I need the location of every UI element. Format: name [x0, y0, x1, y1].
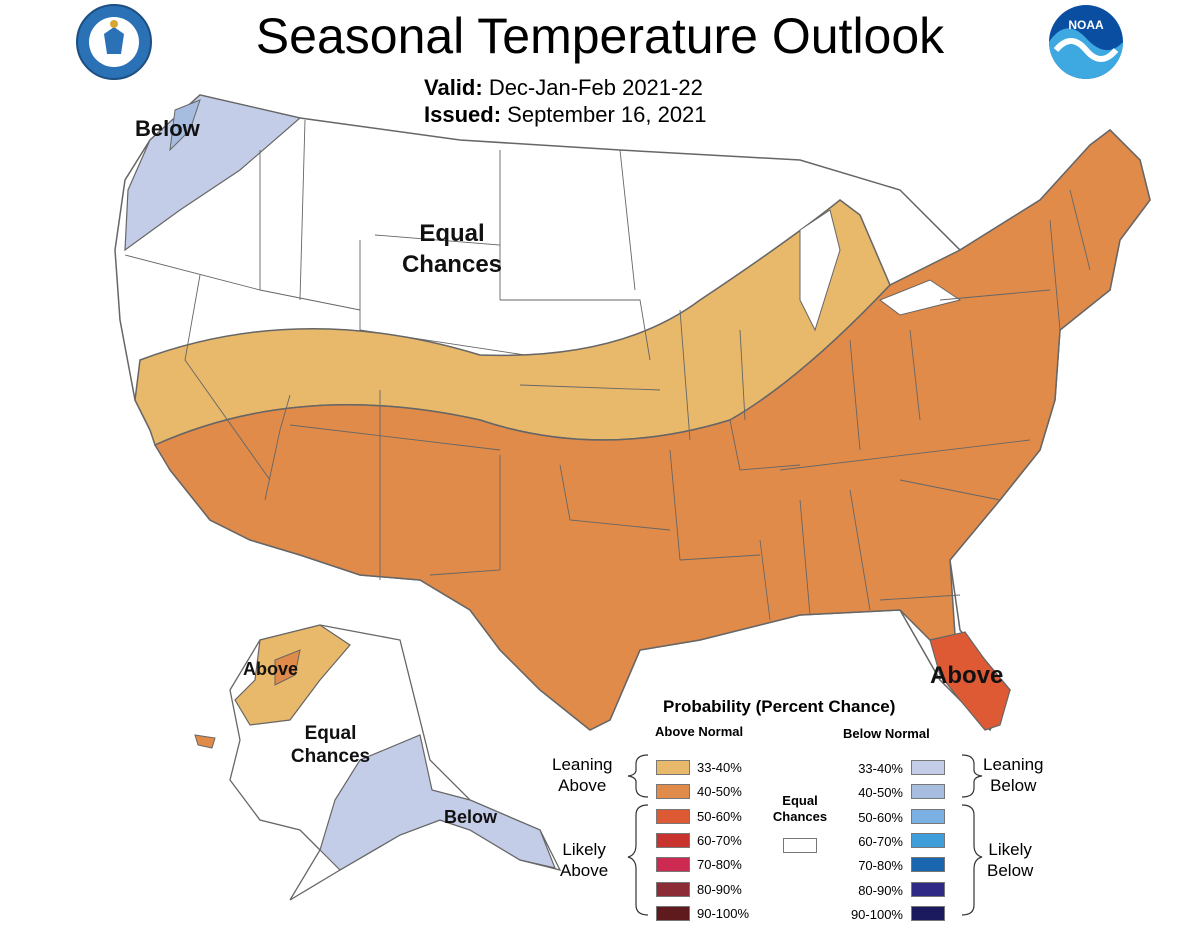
state-borders	[124, 119, 1091, 621]
legend-above-label: 33-40%	[697, 760, 742, 775]
below-region-northwest	[124, 94, 302, 252]
above-40-50-region	[153, 129, 1151, 731]
legend-above-label: 50-60%	[697, 808, 742, 824]
below-label-northwest: Below	[135, 116, 200, 141]
legend-below-swatch	[911, 760, 945, 775]
legend-below-swatch	[911, 881, 945, 897]
legend-below-label: 80-90%	[858, 882, 903, 898]
legend-above-swatch	[656, 808, 690, 824]
valid-label: Valid:	[424, 75, 483, 100]
legend-likely-below: Likely Below	[987, 839, 1033, 881]
above-50-60-florida	[929, 631, 1011, 731]
page-title: Seasonal Temperature Outlook	[255, 8, 945, 64]
legend-below-label: 40-50%	[858, 785, 903, 801]
alaska-equal-line1: Equal	[304, 723, 357, 744]
legend-above-swatch	[656, 905, 690, 921]
legend-above-swatch	[656, 832, 690, 848]
legend-above-swatch	[656, 760, 690, 775]
legend-above-swatch	[656, 784, 690, 800]
likely-above-line2: Above	[560, 861, 609, 880]
legend-below-label: 33-40%	[858, 761, 903, 776]
legend-leaning-below: Leaning Below	[983, 754, 1044, 796]
equal-chances-line2: Chances	[401, 251, 503, 278]
valid-value: Dec-Jan-Feb 2021-22	[488, 75, 703, 100]
alaska-equal-chances-label: Equal Chances	[283, 722, 378, 768]
legend-below-label: 60-70%	[858, 833, 903, 849]
leaning-below-line2: Below	[990, 776, 1037, 795]
legend-below-swatch	[911, 808, 945, 824]
legend-above-label: 60-70%	[697, 832, 742, 848]
leaning-below-line1: Leaning	[983, 755, 1044, 774]
legend-below-swatch	[911, 905, 945, 921]
legend-below-label: 70-80%	[858, 858, 903, 874]
equal-chances-label: Equal Chances	[392, 218, 512, 280]
likely-above-line1: Likely	[562, 840, 606, 859]
legend-title: Probability (Percent Chance)	[663, 697, 896, 716]
alaska-below-label: Below	[444, 807, 498, 827]
leaning-above-line2: Above	[558, 776, 607, 795]
legend-below-swatch	[911, 832, 945, 848]
legend-equal-swatch	[783, 838, 817, 853]
alaska-equal-line2: Chances	[290, 746, 371, 767]
alaska-above-label: Above	[243, 659, 299, 679]
noaa-logo-text: NOAA	[1068, 18, 1104, 32]
above-label-florida: Above	[930, 662, 1004, 689]
legend-above-label: 40-50%	[697, 784, 742, 800]
great-lakes	[799, 209, 841, 332]
equal-chances-line1: Equal	[419, 220, 485, 247]
alaska-below-region	[319, 734, 556, 871]
legend-below-label: 50-60%	[858, 809, 903, 825]
likely-below-line1: Likely	[988, 840, 1032, 859]
legend-below-header: Below Normal	[843, 726, 930, 741]
valid-line: Valid: Dec-Jan-Feb 2021-22	[424, 75, 703, 101]
below-40-50-coast	[169, 99, 201, 152]
legend-below-swatch	[911, 784, 945, 800]
leaning-above-line1: Leaning	[552, 755, 613, 774]
legend-above-label: 90-100%	[697, 905, 750, 921]
likely-below-line2: Below	[987, 861, 1034, 880]
legend-likely-above: Likely Above	[560, 839, 608, 881]
department-of-commerce-seal-icon	[76, 4, 152, 80]
legend-equal-line1: Equal	[782, 793, 818, 808]
legend-below-swatch	[911, 857, 945, 873]
legend-above-header: Above Normal	[655, 724, 744, 739]
issued-label: Issued:	[424, 102, 502, 127]
legend-equal-line2: Chances	[772, 809, 828, 824]
legend-above-label: 80-90%	[697, 881, 742, 897]
noaa-logo-icon: NOAA	[1049, 5, 1123, 79]
legend-equal-chances: Equal Chances	[768, 793, 832, 825]
issued-value: September 16, 2021	[507, 102, 707, 127]
legend-above-label: 70-80%	[697, 857, 742, 873]
issued-line: Issued: September 16, 2021	[424, 102, 707, 128]
legend-above-swatch	[656, 881, 690, 897]
legend-above-swatch	[656, 857, 690, 873]
legend-below-label: 90-100%	[850, 906, 903, 922]
legend-leaning-above: Leaning Above	[552, 754, 613, 796]
